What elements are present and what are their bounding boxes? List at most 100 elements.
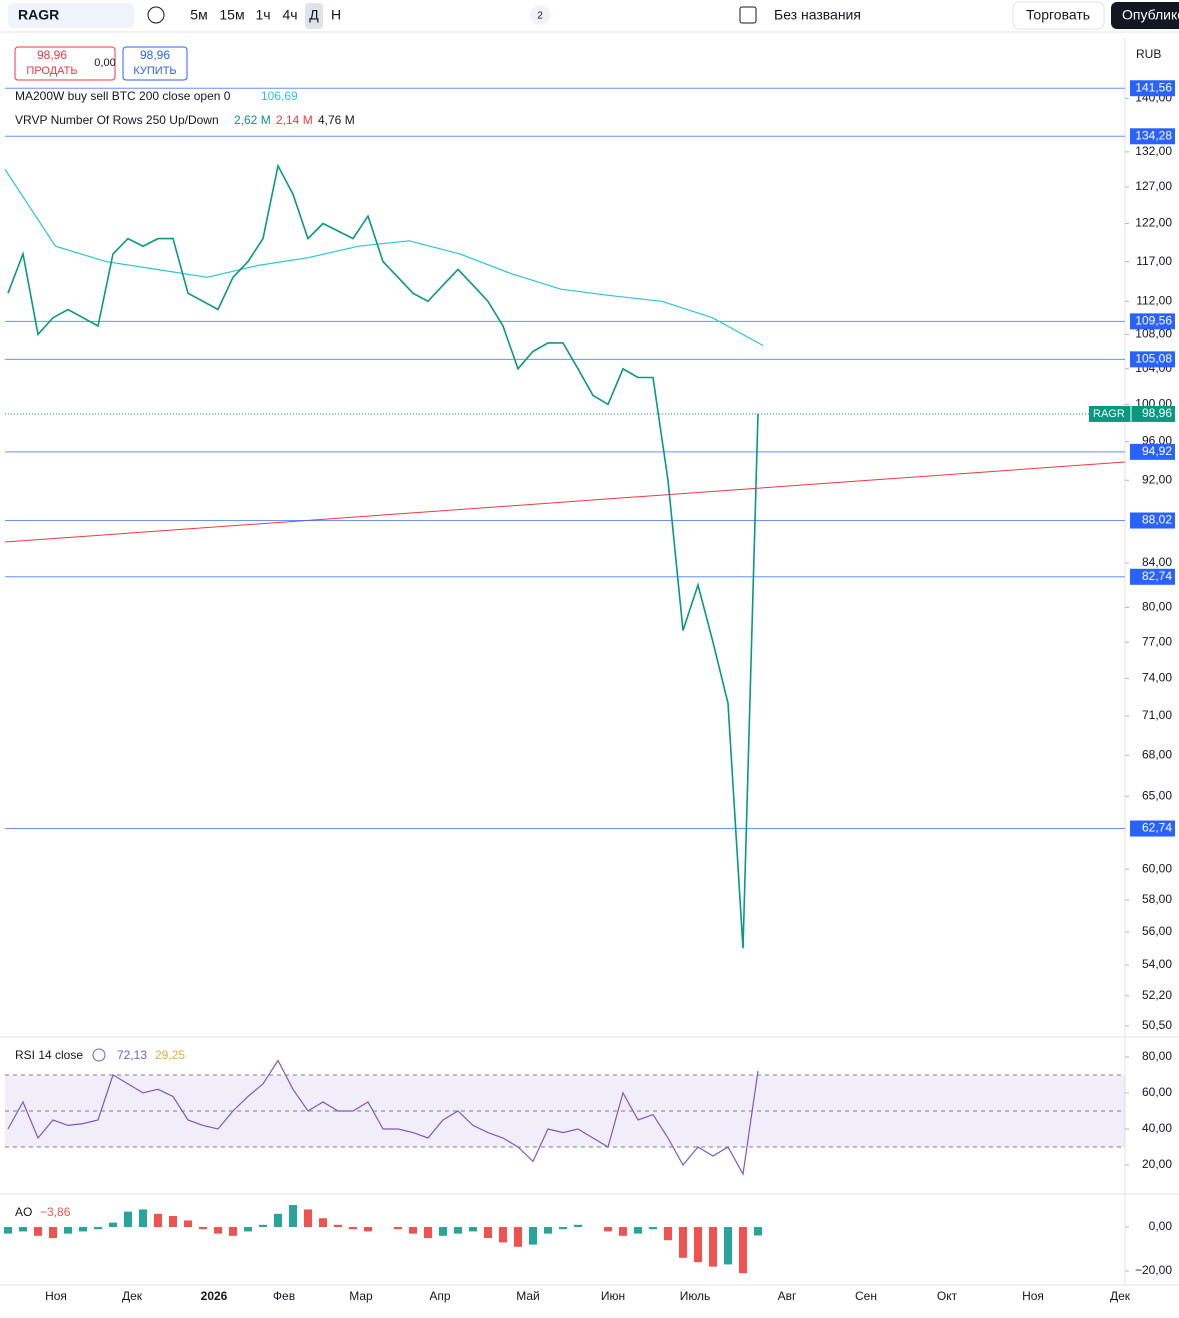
x-tick-label: 2026: [201, 1289, 228, 1303]
publish-label[interactable]: Опубликовать: [1122, 7, 1179, 23]
layouts-badge[interactable]: [530, 5, 550, 25]
ao-bar: [229, 1227, 237, 1236]
level-label: 109,56: [1135, 314, 1172, 328]
level-label-box: [1130, 313, 1175, 330]
ao-bar: [409, 1227, 417, 1234]
level-label: 134,28: [1135, 128, 1172, 142]
ao-bar: [4, 1227, 12, 1234]
y-tick-label: 117,00: [1136, 254, 1172, 268]
ao-bar: [139, 1209, 147, 1228]
ao-bar: [319, 1218, 327, 1228]
trade-button[interactable]: [1012, 1, 1105, 30]
ao-bar: [709, 1227, 717, 1267]
ao-bar: [544, 1227, 552, 1234]
interval[interactable]: 4ч: [282, 7, 297, 23]
ao-bar: [394, 1227, 402, 1230]
y-tick-label: 60,00: [1142, 1085, 1172, 1099]
y-tick-label: 77,00: [1142, 634, 1172, 648]
y-tick-label: 60,00: [1142, 861, 1172, 875]
ao-bar: [364, 1227, 372, 1232]
ao-bar: [124, 1211, 132, 1228]
x-tick-label: Ноя: [1022, 1289, 1044, 1303]
ao-bar: [649, 1227, 657, 1230]
ao-bar: [169, 1216, 177, 1228]
last-price-symbol: RAGR: [1093, 408, 1125, 420]
x-tick-label: Дек: [122, 1289, 143, 1303]
last-price-box: [1089, 405, 1175, 422]
y-tick-label: 122,00: [1135, 216, 1172, 230]
x-tick-label: Дек: [1110, 1289, 1131, 1303]
y-tick-label: 112,00: [1136, 294, 1172, 308]
ao-bar: [664, 1227, 672, 1241]
rsi-settings-icon[interactable]: [92, 1048, 106, 1062]
ao-bar: [274, 1213, 282, 1228]
symbol[interactable]: RAGR: [18, 7, 59, 23]
ao-bar: [94, 1227, 102, 1230]
layout-name[interactable]: Без названия: [774, 7, 861, 23]
y-tick-label: 74,00: [1142, 671, 1172, 685]
level-label: 141,56: [1135, 80, 1172, 94]
interval-active[interactable]: [305, 3, 323, 29]
ao-bar: [439, 1227, 447, 1236]
interval[interactable]: 1ч: [255, 7, 270, 23]
sell-price[interactable]: 98,96: [37, 48, 67, 62]
y-tick-label: 80,00: [1142, 1049, 1172, 1063]
vrvp-down: 2,14 M: [276, 113, 313, 127]
add-icon[interactable]: [147, 6, 165, 24]
ao-bar: [484, 1227, 492, 1239]
buy-button[interactable]: [122, 46, 188, 81]
ao-bar: [634, 1227, 642, 1234]
ao-bar: [604, 1227, 612, 1232]
ao-bar: [109, 1222, 117, 1228]
ao-bar: [574, 1224, 582, 1228]
checkbox[interactable]: [739, 6, 757, 24]
ao-bar: [349, 1227, 357, 1230]
level-label-box: [1130, 820, 1175, 837]
buy-price[interactable]: 98,96: [140, 48, 170, 62]
sell-text[interactable]: ПРОДАТЬ: [26, 65, 77, 77]
rsi-value: 72,13: [117, 1048, 147, 1062]
ao-bar: [334, 1224, 342, 1228]
ao-bar: [739, 1227, 747, 1274]
layouts-count[interactable]: 2: [537, 11, 543, 22]
level-label: 105,08: [1135, 352, 1172, 366]
ma-legend: MA200W buy sell BTC 200 close open 0: [15, 89, 231, 103]
y-tick-label: 132,00: [1135, 144, 1172, 158]
level-label-box: [1130, 128, 1175, 145]
interval[interactable]: Д: [309, 7, 319, 23]
symbol-box[interactable]: [8, 3, 134, 28]
ao-bar: [244, 1227, 252, 1232]
y-tick-label: 80,00: [1142, 600, 1172, 614]
spread: 0,00: [94, 57, 115, 69]
y-tick-label: 56,00: [1142, 924, 1172, 938]
rsi-line: [7, 1059, 759, 1176]
ao-value: −3,86: [40, 1205, 71, 1219]
level-label-box: [1130, 351, 1175, 368]
publish-button[interactable]: [1111, 2, 1179, 29]
ao-bar: [424, 1227, 432, 1239]
x-tick-label: Сен: [855, 1289, 877, 1303]
vrvp-up: 2,62 M: [234, 113, 271, 127]
x-tick-label: Мар: [349, 1289, 373, 1303]
trade-label[interactable]: Торговать: [1026, 7, 1090, 23]
rsi-signal-value: 29,25: [155, 1048, 185, 1062]
currency[interactable]: RUB: [1136, 47, 1161, 61]
level-label-box: [1130, 443, 1175, 460]
ao-bar: [454, 1227, 462, 1234]
y-tick-label: 68,00: [1142, 747, 1172, 761]
interval[interactable]: 15м: [219, 7, 244, 23]
level-label: 94,92: [1142, 444, 1172, 458]
interval[interactable]: Н: [331, 7, 341, 23]
sell-button[interactable]: [14, 46, 116, 81]
level-label: 88,02: [1142, 513, 1172, 527]
x-tick-label: Июль: [680, 1289, 711, 1303]
y-tick-label: 40,00: [1142, 1121, 1172, 1135]
interval[interactable]: 5м: [190, 7, 207, 23]
trend-line: [4, 461, 1126, 543]
y-tick-label: 58,00: [1142, 892, 1172, 906]
buy-text[interactable]: КУПИТЬ: [133, 65, 176, 77]
ao-bar: [79, 1227, 87, 1232]
x-tick-label: Ноя: [45, 1289, 67, 1303]
